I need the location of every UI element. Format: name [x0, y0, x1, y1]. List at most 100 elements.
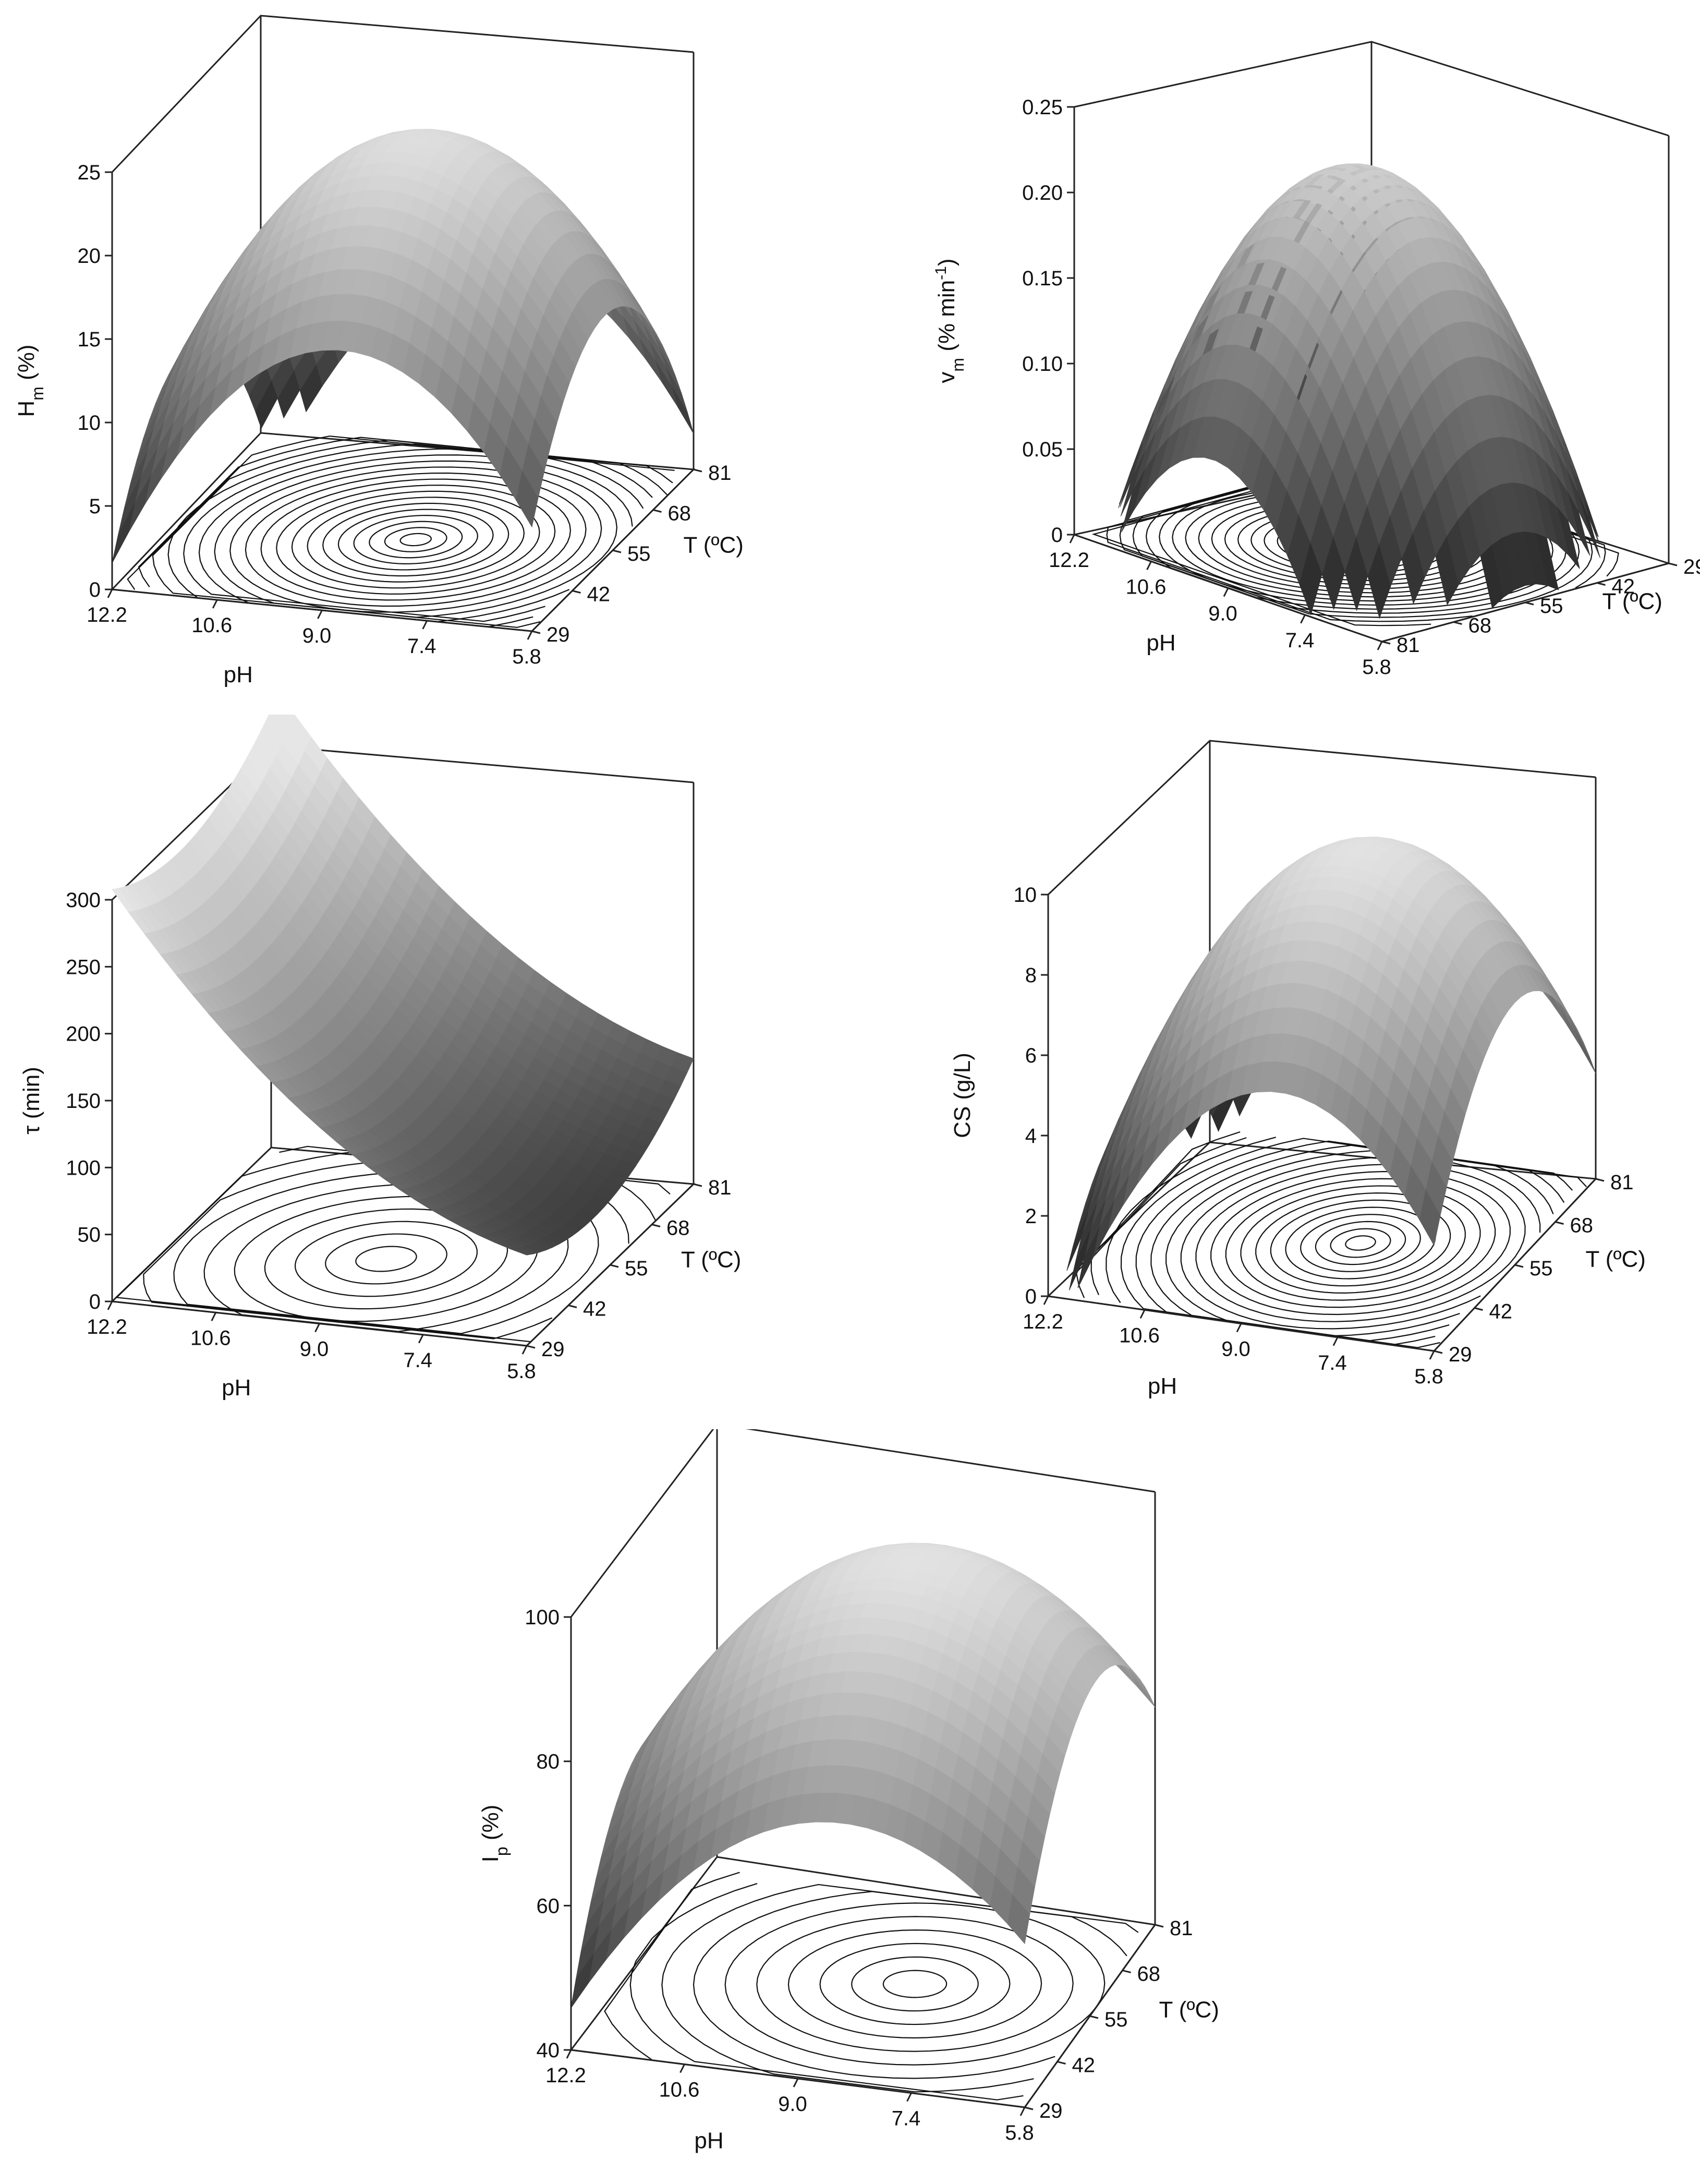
- x-tick-label: 9.0: [302, 624, 332, 647]
- z-tick-label: 68: [668, 502, 691, 525]
- floor-contours-hm: [127, 435, 675, 628]
- chart-panel-tau: 0 50 100 150 200 250 300 τ (min) 12.2 10.6 9.0 7.4 5…: [0, 692, 850, 1424]
- y-axis-title: Hm (%): [14, 344, 47, 417]
- z-tick-label: 29: [1449, 1343, 1472, 1366]
- y-axis-title: vm (% min-1): [932, 258, 968, 383]
- y-tick-label: 0.25: [1022, 96, 1063, 119]
- x-tick-label: 9.0: [1221, 1338, 1250, 1361]
- y-tick-label: 250: [66, 956, 101, 979]
- z-axis-title: T (ºC): [681, 1247, 741, 1273]
- y-axis-cs: 0 2 4 6 8 10 CS (g/L): [950, 884, 1049, 1308]
- y-tick-label: 50: [78, 1224, 101, 1247]
- x-tick-label: 12.2: [87, 1316, 127, 1338]
- x-tick-label: 7.4: [403, 1349, 432, 1372]
- x-axis-title: pH: [222, 1375, 251, 1401]
- x-tick-label: 9.0: [300, 1338, 329, 1361]
- z-tick-label: 55: [627, 542, 651, 565]
- y-tick-label: 80: [537, 1751, 560, 1773]
- z-tick-label: 29: [541, 1338, 565, 1361]
- y-tick-label: 8: [1025, 964, 1037, 987]
- z-tick-label: 81: [708, 462, 732, 485]
- y-axis-title: τ (min): [19, 1067, 44, 1135]
- z-tick-label: 81: [708, 1176, 732, 1199]
- z-tick-label: 55: [1104, 2008, 1128, 2031]
- z-tick-label: 42: [1072, 2054, 1096, 2077]
- z-axis-title: T (ºC): [1586, 1247, 1646, 1272]
- x-tick-label: 12.2: [545, 2064, 586, 2087]
- chart-svg-tau: 0 50 100 150 200 250 300 τ (min) 12.2 10.6 9.0 7.4 5…: [19, 692, 741, 1401]
- x-tick-label: 12.2: [87, 604, 127, 626]
- y-tick-label: 150: [66, 1090, 101, 1113]
- z-tick-label: 81: [1610, 1171, 1634, 1194]
- z-axis-ip: 29 42 55 68 81 T (ºC): [1024, 1917, 1219, 2122]
- surface-ip: [570, 1542, 1156, 2008]
- z-tick-label: 81: [1170, 1917, 1193, 1940]
- y-tick-label: 4: [1025, 1125, 1037, 1148]
- x-axis-title: pH: [694, 2128, 723, 2154]
- y-tick-label: 0: [89, 578, 101, 601]
- x-tick-label: 5.8: [1362, 656, 1391, 679]
- x-tick-label: 5.8: [1005, 2121, 1034, 2144]
- y-tick-label: 10: [1014, 884, 1037, 907]
- x-tick-label: 12.2: [1023, 1310, 1063, 1333]
- y-axis-hm: 0 5 10 15 20 25 Hm (%): [14, 161, 113, 601]
- chart-panel-hm: 0 5 10 15 20 25 Hm (%) 12.2 10.6 9.0 7.4 5.8 pH 29 42 5…: [0, 0, 850, 709]
- y-tick-label: 0.10: [1022, 353, 1063, 376]
- x-axis-vm: 12.2 10.6 9.0 7.4 5.8 pH: [1049, 534, 1391, 679]
- x-tick-label: 10.6: [1126, 575, 1167, 598]
- z-tick-label: 55: [1529, 1257, 1553, 1280]
- y-tick-label: 0: [1051, 524, 1063, 547]
- x-tick-label: 10.6: [190, 1326, 231, 1349]
- z-tick-label: 42: [583, 1298, 606, 1321]
- y-tick-label: 0.15: [1022, 267, 1063, 290]
- y-tick-label: 0.05: [1022, 438, 1063, 461]
- x-tick-label: 9.0: [1208, 602, 1237, 625]
- y-tick-label: 100: [66, 1156, 101, 1179]
- z-tick-label: 42: [587, 583, 611, 606]
- y-tick-label: 5: [89, 495, 101, 518]
- chart-panel-vm: 0 0.05 0.10 0.15 0.20 0.25 vm (% min-1) 12.2 10.…: [850, 0, 1700, 709]
- surface-tau: [112, 692, 694, 1256]
- x-tick-label: 10.6: [659, 2079, 700, 2102]
- z-tick-label: 68: [666, 1217, 690, 1240]
- x-axis-ip: 12.2 10.6 9.0 7.4 5.8 pH: [545, 2049, 1034, 2154]
- z-axis-title: T (ºC): [1602, 589, 1662, 614]
- x-axis-tau: 12.2 10.6 9.0 7.4 5.8 pH: [87, 1300, 536, 1401]
- z-axis-hm: 29 42 55 68 81 T (ºC): [531, 462, 744, 646]
- x-tick-label: 9.0: [778, 2093, 807, 2116]
- z-axis-vm: 81 68 55 42 29 T (ºC): [1381, 556, 1700, 657]
- chart-panel-ip: 40 60 80 100 Ip (%) 12.2 10.6 9.0 7.4 5.8 pH 29 42 55…: [425, 1423, 1275, 2180]
- x-tick-label: 7.4: [407, 635, 436, 658]
- y-tick-label: 2: [1025, 1205, 1037, 1228]
- x-tick-label: 10.6: [1119, 1324, 1160, 1347]
- chart-panel-cs: 0 2 4 6 8 10 CS (g/L) 12.2 10.6 9.0 7.4 5.8 pH 29 42 55…: [850, 715, 1700, 1424]
- z-tick-label: 29: [547, 623, 570, 646]
- x-axis-title: pH: [1148, 1373, 1177, 1399]
- y-axis-title: CS (g/L): [950, 1053, 975, 1138]
- y-axis-ip: 40 60 80 100 Ip (%): [478, 1606, 572, 2062]
- y-tick-label: 25: [78, 161, 101, 184]
- surface-cs: [1066, 837, 1596, 1290]
- x-tick-label: 5.8: [512, 645, 541, 668]
- y-tick-label: 60: [537, 1895, 560, 1917]
- z-tick-label: 55: [625, 1257, 648, 1280]
- x-tick-label: 5.8: [1414, 1365, 1443, 1388]
- x-tick-label: 10.6: [191, 614, 232, 637]
- y-tick-label: 15: [78, 328, 101, 351]
- y-tick-label: 100: [525, 1606, 560, 1629]
- surface-vm: [1118, 163, 1600, 619]
- x-tick-label: 12.2: [1049, 549, 1089, 572]
- surface-hm: [112, 129, 694, 563]
- y-tick-label: 6: [1025, 1044, 1037, 1067]
- z-tick-label: 81: [1397, 634, 1420, 657]
- z-axis-tau: 29 42 55 68 81 T (ºC): [526, 1176, 741, 1361]
- floor-contours-ip: [604, 1872, 1139, 2101]
- z-tick-label: 42: [1612, 575, 1635, 598]
- z-axis-cs: 29 42 55 68 81 T (ºC): [1433, 1171, 1646, 1366]
- x-axis-title: pH: [224, 662, 253, 687]
- y-tick-label: 300: [66, 889, 101, 912]
- x-tick-label: 7.4: [892, 2107, 921, 2130]
- z-tick-label: 29: [1039, 2099, 1063, 2122]
- y-tick-label: 0: [1025, 1285, 1037, 1308]
